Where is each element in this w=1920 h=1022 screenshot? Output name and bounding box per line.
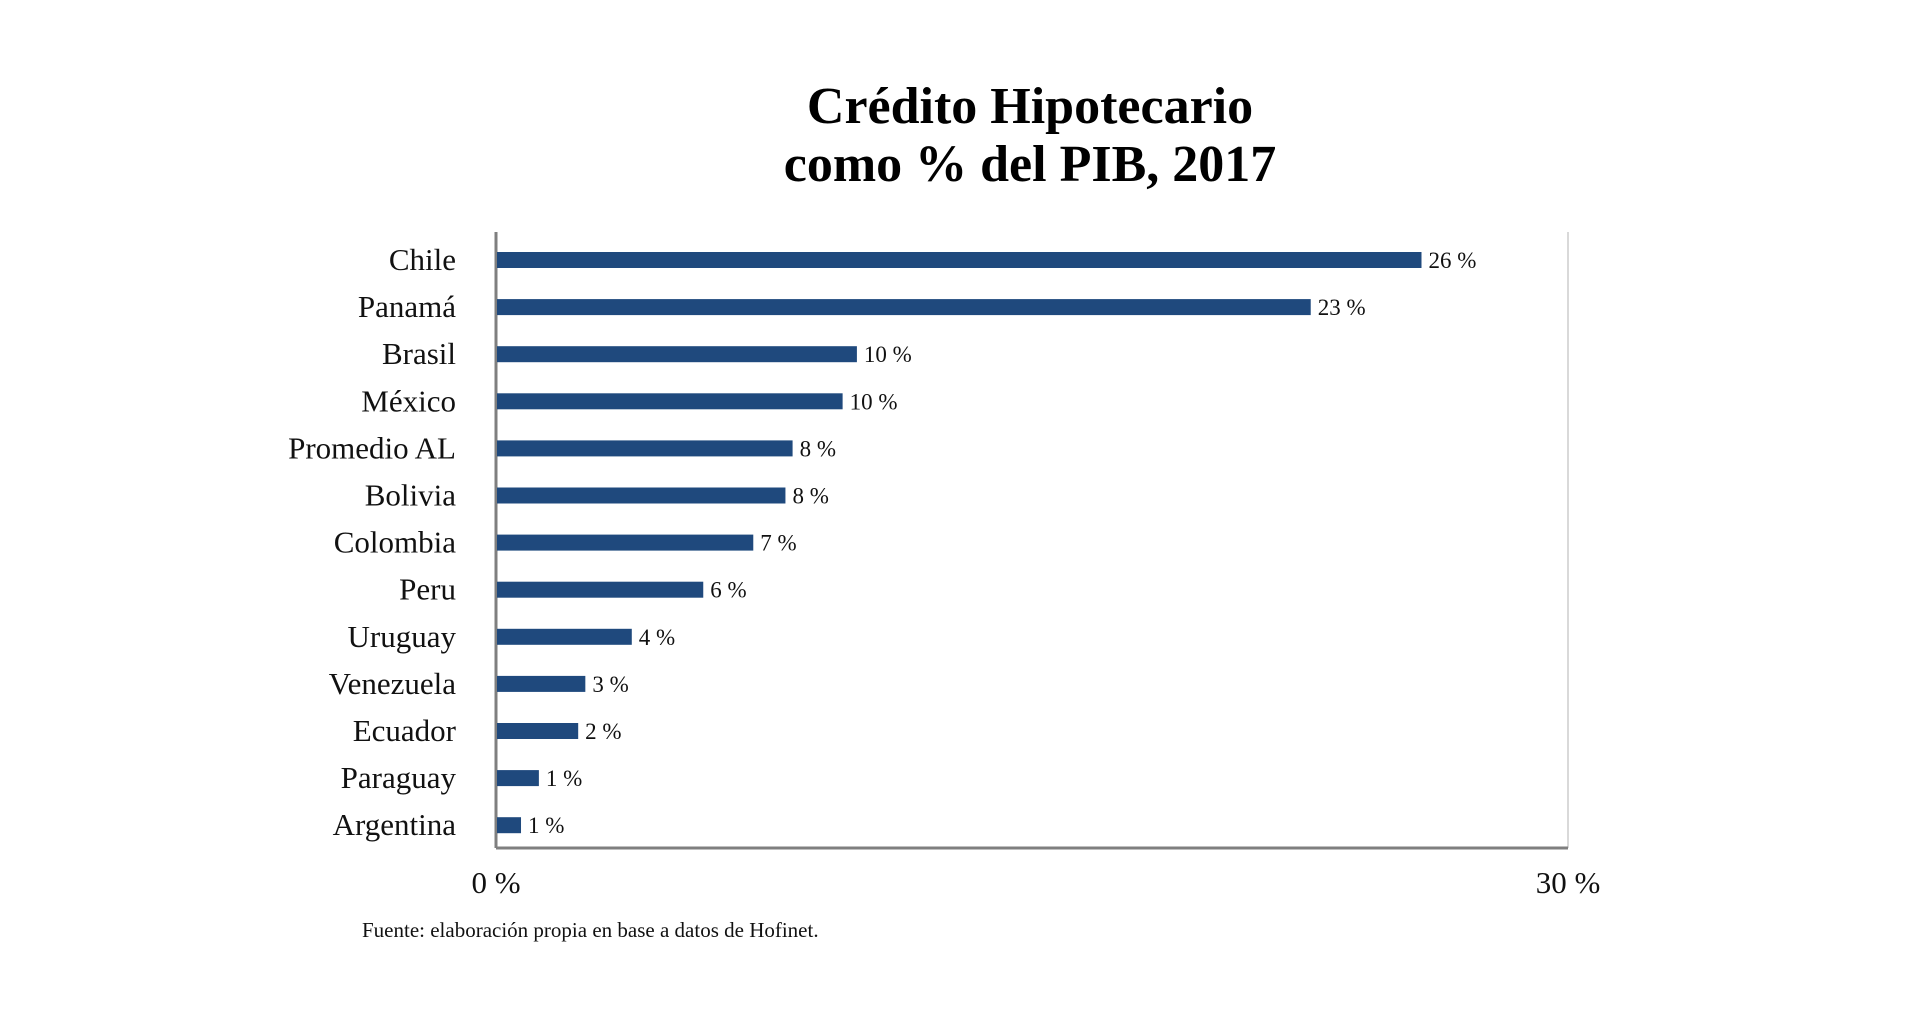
bar	[497, 628, 632, 645]
bar	[497, 393, 843, 410]
bar-value-label: 7 %	[760, 531, 796, 556]
category-label: Panamá	[358, 289, 456, 324]
bar	[497, 534, 754, 551]
category-label: Venezuela	[329, 666, 457, 701]
bar	[497, 346, 857, 363]
category-label: Promedio AL	[288, 430, 456, 465]
x-tick-label: 30 %	[1536, 865, 1601, 900]
bar-value-label: 8 %	[792, 484, 828, 509]
bar	[497, 252, 1422, 268]
bar	[497, 770, 539, 787]
bar-value-label: 4 %	[639, 625, 675, 650]
bar-value-label: 10 %	[850, 389, 898, 414]
source-note: Fuente: elaboración propia en base a dat…	[362, 918, 819, 942]
bar	[497, 440, 793, 457]
bar-value-label: 6 %	[710, 578, 746, 603]
category-label: Uruguay	[348, 619, 457, 654]
category-label: Chile	[389, 242, 456, 277]
category-label: Brasil	[382, 336, 456, 371]
chart-title-line-1: Crédito Hipotecario	[806, 78, 1254, 135]
x-tick-label: 0 %	[471, 865, 520, 900]
bar	[497, 817, 522, 834]
bar-value-label: 10 %	[864, 342, 912, 367]
bar	[497, 299, 1311, 316]
bar	[497, 723, 579, 739]
category-label: Ecuador	[353, 713, 457, 748]
category-label: México	[361, 383, 456, 418]
bar-value-label: 26 %	[1428, 248, 1476, 273]
category-label: Colombia	[334, 525, 457, 560]
chart-title-line-2: como % del PIB, 2017	[783, 136, 1277, 193]
category-label: Paraguay	[341, 760, 457, 795]
bar	[497, 487, 786, 504]
bar-value-label: 1 %	[528, 813, 564, 838]
bar-value-label: 23 %	[1318, 295, 1366, 320]
chart-title: Crédito Hipotecario como % del PIB, 2017	[0, 78, 1920, 194]
bar-value-label: 1 %	[546, 766, 582, 791]
bar-value-label: 8 %	[800, 436, 836, 461]
category-label: Argentina	[333, 807, 457, 842]
bar-value-label: 2 %	[585, 719, 621, 744]
bar	[497, 581, 704, 598]
category-label: Bolivia	[365, 478, 457, 513]
category-label: Peru	[399, 572, 456, 607]
bar-value-label: 3 %	[592, 672, 628, 697]
bar	[497, 675, 586, 692]
